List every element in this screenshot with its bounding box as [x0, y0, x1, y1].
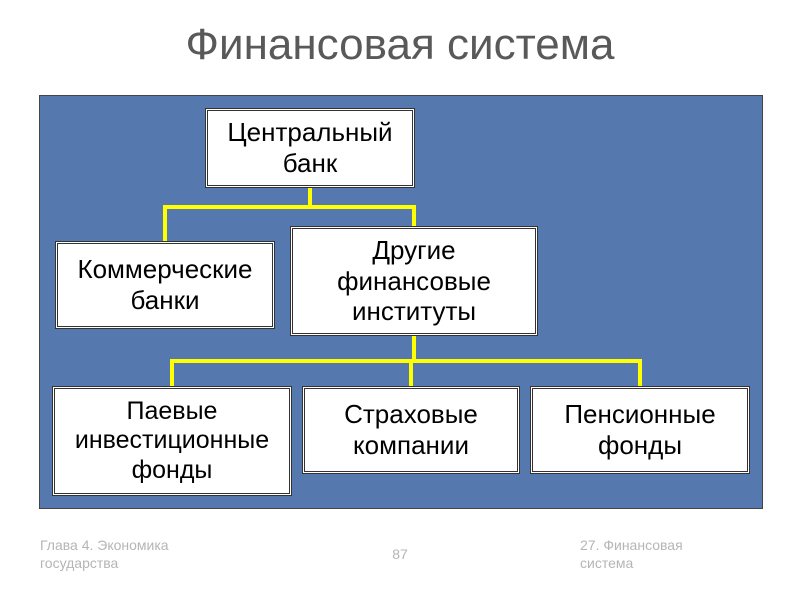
slide-title: Финансовая система	[0, 20, 800, 70]
slide: Финансовая система Центральныйбанк Коммер…	[0, 0, 800, 600]
footer-right: 27. Финансоваясистема	[580, 536, 760, 572]
node-n1: Центральныйбанк	[205, 108, 415, 188]
node-n4: Паевыеинвестиционныефонды	[52, 386, 292, 496]
node-n2: Коммерческиебанки	[55, 241, 275, 329]
node-n6: Пенсионныефонды	[530, 386, 750, 474]
org-chart: Центральныйбанк КоммерческиебанкиДругиефи…	[39, 95, 763, 509]
footer: Глава 4. Экономикагосударства 87 27. Фин…	[40, 536, 760, 586]
node-n5: Страховыекомпании	[302, 386, 520, 474]
node-n3: Другиефинансовыеинституты	[290, 226, 538, 336]
